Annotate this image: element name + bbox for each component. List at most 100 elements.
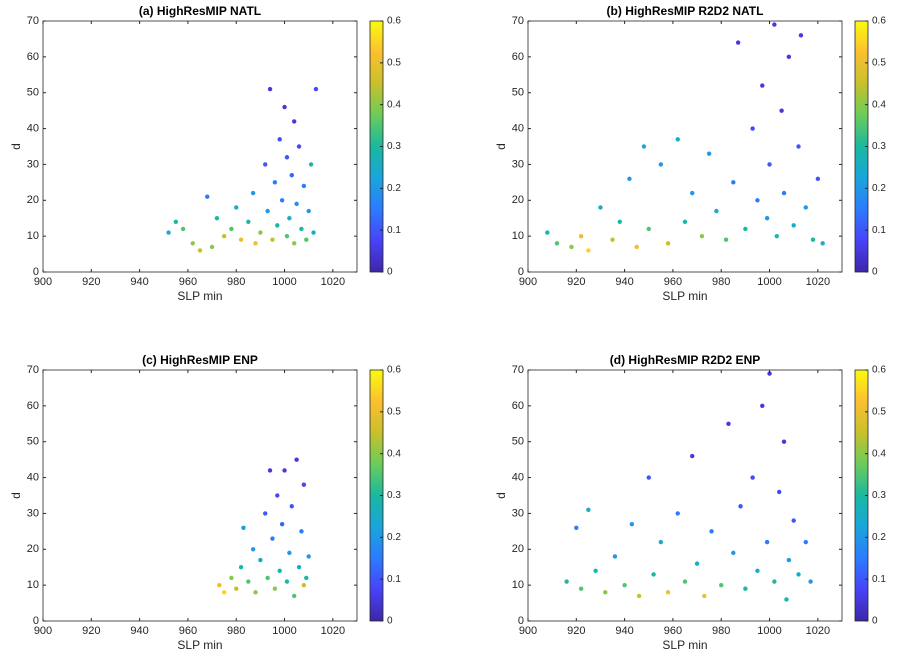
chart-title: (b) HighResMIP R2D2 NATL [607, 4, 764, 18]
point [709, 529, 714, 534]
y-axis-label: d [494, 143, 508, 150]
y-tick-label: 10 [512, 579, 524, 591]
x-tick-label: 1020 [806, 276, 830, 288]
point [629, 521, 635, 527]
point [270, 237, 275, 242]
colorbar-tick-label: 0.3 [872, 490, 886, 501]
colorbar-tick-label: 0.1 [387, 574, 401, 585]
point [760, 83, 765, 88]
y-tick-label: 60 [512, 400, 524, 412]
point [808, 579, 813, 584]
point [289, 172, 294, 178]
x-tick-label: 1020 [806, 625, 830, 637]
point [217, 582, 222, 588]
y-tick-label: 30 [27, 158, 39, 170]
y-tick-label: 0 [518, 615, 524, 627]
point [774, 233, 779, 239]
point [750, 475, 755, 480]
x-tick-label: 960 [664, 625, 682, 637]
point [282, 468, 287, 473]
x-tick-label: 1000 [757, 625, 781, 637]
point [267, 86, 273, 92]
colorbar-tick-label: 0.1 [872, 225, 886, 236]
x-tick-label: 980 [227, 276, 245, 288]
chart-title: (a) HighResMIP NATL [139, 4, 261, 18]
point [554, 241, 560, 246]
point [627, 176, 632, 181]
point [205, 194, 210, 199]
y-tick-label: 60 [27, 400, 39, 412]
point [241, 525, 246, 530]
point [610, 237, 615, 242]
point [786, 557, 792, 563]
colorbar-tick-label: 0.2 [387, 532, 401, 543]
y-tick-label: 60 [512, 51, 524, 63]
colorbar-tick-label: 0.1 [387, 225, 401, 236]
point [258, 557, 263, 563]
point [250, 547, 256, 552]
y-tick-label: 20 [27, 194, 39, 206]
x-axis-label: SLP min [662, 638, 707, 652]
point [279, 198, 285, 203]
point [564, 579, 569, 584]
point [275, 223, 280, 228]
point [277, 137, 282, 142]
x-tick-label: 900 [34, 625, 52, 637]
point [784, 597, 789, 602]
point [603, 590, 608, 595]
point [796, 144, 801, 149]
point [743, 226, 748, 232]
point [306, 554, 311, 559]
point [272, 586, 278, 591]
point [767, 162, 772, 167]
axes-box [42, 20, 358, 273]
x-axis-label: SLP min [662, 289, 707, 303]
point [284, 579, 290, 584]
point [292, 593, 297, 599]
point [738, 504, 743, 509]
point [296, 144, 302, 149]
point [714, 208, 719, 214]
x-tick-label: 960 [179, 625, 197, 637]
point [803, 539, 808, 545]
point [646, 475, 651, 480]
point [735, 40, 741, 45]
point [289, 504, 294, 509]
point [545, 230, 550, 235]
x-tick-label: 940 [615, 276, 633, 288]
point [246, 579, 251, 584]
point [284, 233, 290, 239]
point [772, 579, 777, 584]
colorbar-tick-label: 0 [387, 616, 393, 627]
x-tick-label: 1000 [757, 276, 781, 288]
axes-box [527, 20, 843, 273]
x-tick-label: 900 [34, 276, 52, 288]
point [641, 144, 647, 149]
colorbar-tick-label: 0 [872, 267, 878, 278]
colorbar-tick-label: 0.6 [387, 365, 401, 376]
x-tick-label: 980 [712, 625, 730, 637]
point [690, 453, 695, 459]
point [755, 568, 760, 573]
point [265, 208, 270, 214]
point [253, 241, 258, 246]
y-tick-label: 60 [27, 51, 39, 63]
point [304, 237, 309, 242]
point [234, 205, 239, 210]
point [586, 507, 591, 513]
colorbar-tick-label: 0.6 [387, 16, 401, 27]
y-tick-label: 50 [512, 436, 524, 448]
point [209, 244, 215, 250]
point [586, 248, 591, 253]
point [764, 539, 770, 545]
point [682, 579, 688, 584]
y-tick-label: 70 [512, 364, 524, 376]
point [726, 421, 731, 426]
y-tick-label: 20 [512, 543, 524, 555]
point [279, 521, 285, 527]
point [665, 241, 671, 246]
axes-background [43, 21, 357, 272]
point [755, 198, 760, 203]
x-tick-label: 940 [130, 276, 148, 288]
y-tick-label: 40 [27, 122, 39, 134]
